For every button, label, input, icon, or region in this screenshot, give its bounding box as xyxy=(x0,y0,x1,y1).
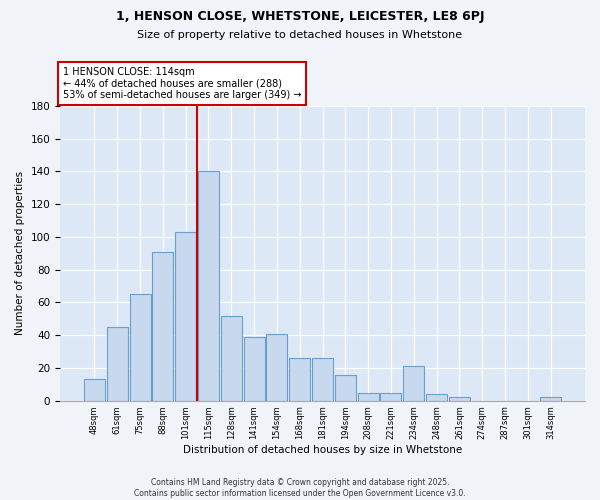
Bar xyxy=(449,398,470,400)
Bar xyxy=(221,316,242,400)
Bar xyxy=(84,380,105,400)
Bar xyxy=(540,398,561,400)
Bar xyxy=(107,327,128,400)
Bar xyxy=(175,232,196,400)
Text: 1 HENSON CLOSE: 114sqm
← 44% of detached houses are smaller (288)
53% of semi-de: 1 HENSON CLOSE: 114sqm ← 44% of detached… xyxy=(62,67,301,100)
Text: Contains HM Land Registry data © Crown copyright and database right 2025.
Contai: Contains HM Land Registry data © Crown c… xyxy=(134,478,466,498)
Y-axis label: Number of detached properties: Number of detached properties xyxy=(15,171,25,336)
Bar xyxy=(358,392,379,400)
Bar xyxy=(244,337,265,400)
Bar xyxy=(130,294,151,401)
Bar xyxy=(426,394,447,400)
Bar xyxy=(312,358,333,401)
Bar xyxy=(198,172,219,400)
Bar xyxy=(152,252,173,400)
Text: 1, HENSON CLOSE, WHETSTONE, LEICESTER, LE8 6PJ: 1, HENSON CLOSE, WHETSTONE, LEICESTER, L… xyxy=(116,10,484,23)
Bar xyxy=(266,334,287,400)
Bar xyxy=(380,392,401,400)
Bar xyxy=(403,366,424,400)
Bar xyxy=(289,358,310,401)
Bar xyxy=(335,374,356,400)
X-axis label: Distribution of detached houses by size in Whetstone: Distribution of detached houses by size … xyxy=(183,445,462,455)
Text: Size of property relative to detached houses in Whetstone: Size of property relative to detached ho… xyxy=(137,30,463,40)
